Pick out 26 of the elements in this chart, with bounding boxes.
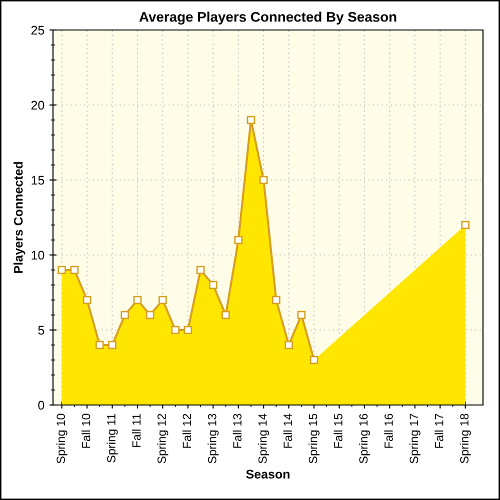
- y-tick-label: 10: [32, 250, 44, 260]
- x-axis-title: Season: [246, 470, 290, 479]
- x-tick-label: Spring 18: [460, 414, 471, 464]
- x-tick-label: Fall 10: [82, 414, 90, 448]
- x-tick-label: Fall 17: [434, 414, 444, 448]
- x-tick-label: Spring 10: [56, 414, 68, 464]
- x-tick-label: Fall 12: [182, 414, 192, 448]
- y-tick-label: 20: [31, 100, 44, 110]
- x-tick-label: Fall 15: [334, 414, 342, 448]
- y-tick-label: 25: [31, 26, 44, 35]
- x-tick-label: Spring 12: [157, 414, 168, 464]
- x-tick-label: Fall 14: [283, 414, 292, 448]
- y-tick-label: 0: [38, 400, 44, 410]
- x-tick-label: Spring 13: [208, 414, 219, 464]
- x-tick-label: Fall 16: [384, 414, 393, 448]
- y-tick-label: 5: [38, 326, 44, 335]
- x-tick-label: Spring 11: [106, 414, 118, 462]
- x-tick-label: Spring 16: [358, 414, 370, 464]
- x-tick-label: Fall 13: [232, 414, 242, 448]
- x-tick-label: Spring 15: [308, 414, 320, 464]
- y-tick-label: 15: [32, 176, 44, 185]
- y-axis-title: Players Connected: [14, 162, 26, 273]
- x-tick-label: Fall 11: [132, 414, 141, 447]
- chart-title: Average Players Connected By Season: [139, 12, 396, 25]
- x-tick-label: Spring 17: [409, 414, 420, 464]
- x-tick-label: Spring 14: [258, 414, 270, 464]
